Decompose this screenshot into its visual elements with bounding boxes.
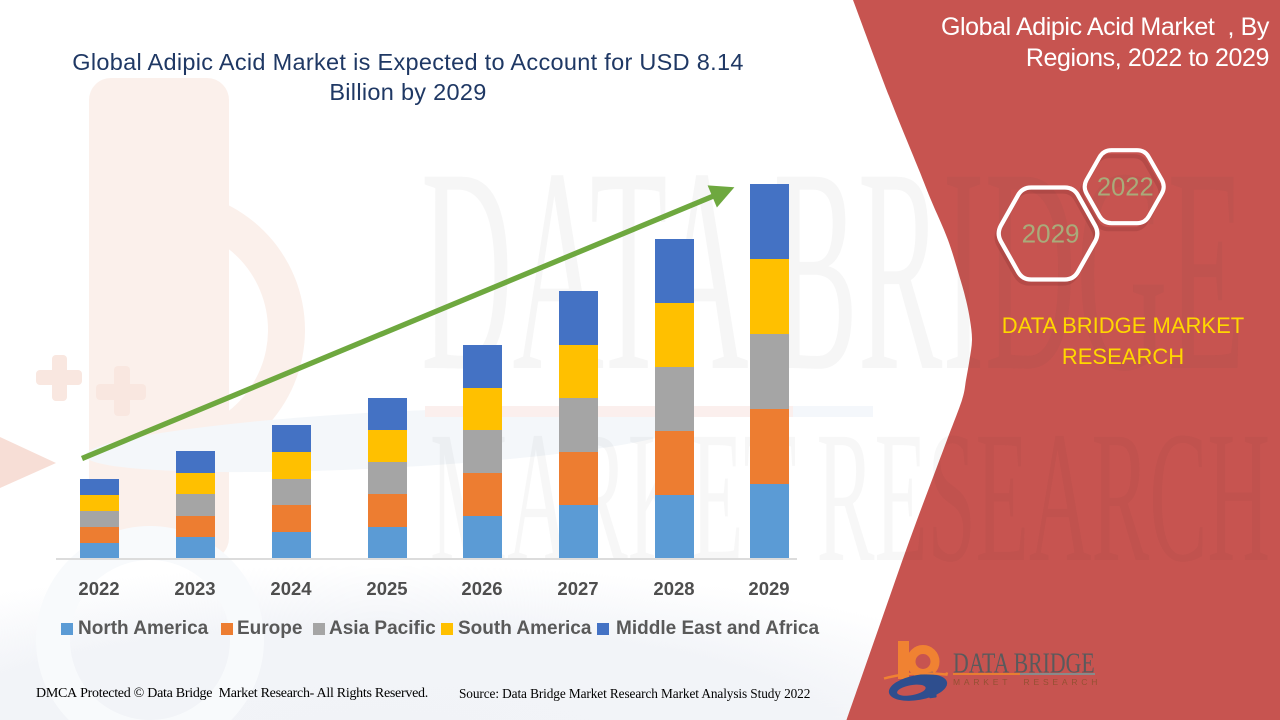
svg-text:2022: 2022 bbox=[1097, 173, 1154, 201]
svg-text:2029: 2029 bbox=[1022, 219, 1080, 249]
svg-text:DATA BRIDGE: DATA BRIDGE bbox=[421, 109, 1245, 432]
